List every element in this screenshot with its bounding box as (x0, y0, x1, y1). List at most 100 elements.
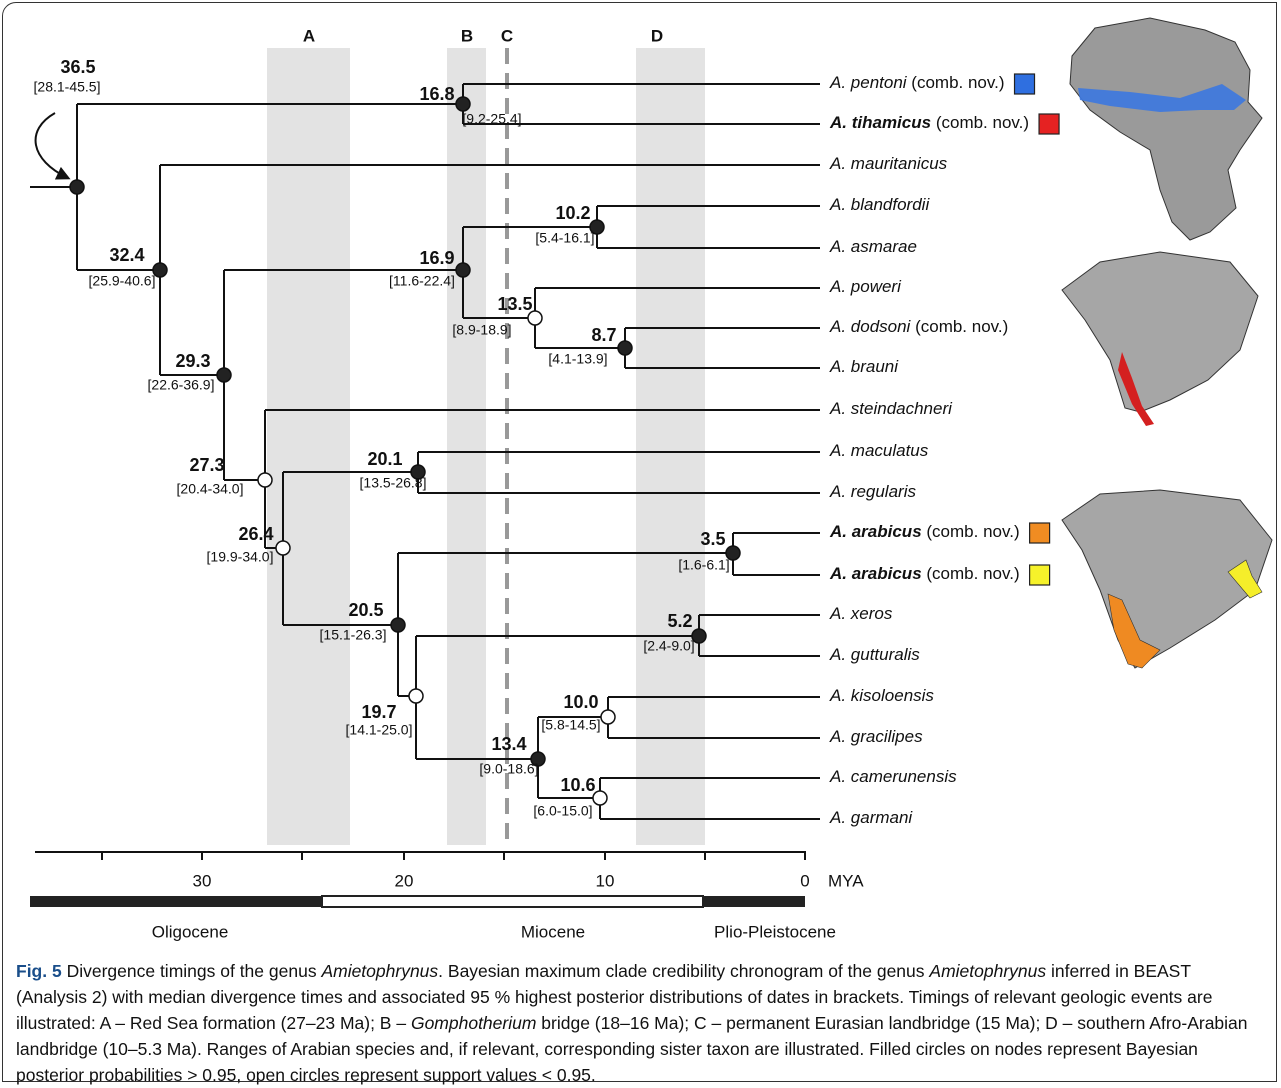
epoch-bar (703, 896, 805, 907)
taxon-name: A. blandfordii (829, 195, 930, 214)
root-arrow (36, 113, 68, 178)
caption-run: Fig. 5 (16, 961, 62, 981)
node-hpd: [11.6-22.4] (389, 273, 455, 289)
taxon-name: A. asmarae (829, 237, 917, 256)
node-age: 20.5 (348, 600, 383, 620)
node-filled (456, 263, 470, 277)
taxon-name: A. gracilipes (829, 727, 923, 746)
event-band (447, 48, 486, 845)
taxon-name: A. arabicus (829, 522, 922, 541)
node-age: 20.1 (367, 449, 402, 469)
taxon-name: A. tihamicus (829, 113, 931, 132)
axis-unit: MYA (828, 871, 864, 890)
node-age: 13.5 (497, 294, 532, 314)
taxon-label: A. gutturalis (829, 645, 920, 664)
band-label: A (303, 26, 315, 45)
event-bands: ABCD (267, 26, 705, 845)
node-age: 5.2 (667, 611, 692, 631)
taxon-name: A. gutturalis (829, 645, 920, 664)
taxon-label: A. gracilipes (829, 727, 923, 746)
node-age: 8.7 (591, 325, 616, 345)
node-open (276, 541, 290, 555)
taxon-label: A. asmarae (829, 237, 917, 256)
taxon-note: (comb. nov.) (915, 317, 1008, 336)
node-age: 3.5 (700, 529, 725, 549)
epoch-label: Miocene (521, 922, 585, 941)
caption-run: Divergence timings of the genus (62, 961, 322, 981)
taxon-label: A. arabicus (comb. nov.) (829, 522, 1020, 541)
caption-run: Amietophrynus (929, 961, 1046, 981)
node-open (258, 473, 272, 487)
node-filled (217, 368, 231, 382)
arabia-map-1 (1062, 252, 1258, 412)
event-band (636, 48, 705, 845)
node-hpd: [9.0-18.6] (479, 761, 538, 777)
taxon-label: A. maculatus (829, 441, 929, 460)
node-age: 27.3 (189, 455, 224, 475)
taxon-label: A. pentoni (comb. nov.) (829, 73, 1005, 92)
node-hpd: [8.9-18.9] (452, 322, 511, 338)
taxon-name: A. pentoni (829, 73, 908, 92)
node-hpd: [6.0-15.0] (533, 803, 592, 819)
taxon-label: A. arabicus (comb. nov.) (829, 564, 1020, 583)
taxon-label: A. mauritanicus (829, 154, 948, 173)
node-age: 26.4 (238, 524, 273, 544)
node-age: 10.0 (563, 692, 598, 712)
node-age: 36.5 (60, 57, 95, 77)
node-age: 13.4 (491, 734, 526, 754)
node-filled (70, 180, 84, 194)
axis-tick-label: 30 (193, 871, 212, 890)
taxon-name: A. regularis (829, 482, 916, 501)
taxon-label: A. regularis (829, 482, 916, 501)
taxon-name: A. dodsoni (829, 317, 912, 336)
node-hpd: [13.5-26.8] (360, 475, 427, 491)
band-label: D (651, 26, 663, 45)
node-hpd: [14.1-25.0] (346, 722, 413, 738)
node-open (409, 689, 423, 703)
taxon-name: A. poweri (829, 277, 902, 296)
node-hpd: [15.1-26.3] (320, 627, 387, 643)
node-hpd: [2.4-9.0] (643, 638, 694, 654)
taxon-name: A. mauritanicus (829, 154, 948, 173)
taxon-name: A. camerunensis (829, 767, 957, 786)
taxon-note: (comb. nov.) (936, 113, 1029, 132)
taxon-label: A. tihamicus (comb. nov.) (829, 113, 1029, 132)
range-color (1015, 74, 1035, 94)
node-hpd: [28.1-45.5] (34, 79, 101, 95)
node-age: 10.2 (555, 203, 590, 223)
taxon-name: A. brauni (829, 357, 899, 376)
band-label: C (501, 26, 513, 45)
taxon-name: A. arabicus (829, 564, 922, 583)
taxon-note: (comb. nov.) (926, 564, 1019, 583)
epoch-bar (322, 896, 703, 907)
node-open (601, 710, 615, 724)
epoch-label: Plio-Pleistocene (714, 922, 836, 941)
taxon-name: A. xeros (829, 604, 893, 623)
axis-tick-label: 0 (800, 871, 809, 890)
node-filled (391, 618, 405, 632)
node-age: 32.4 (109, 245, 144, 265)
node-age: 19.7 (361, 702, 396, 722)
node-filled (618, 341, 632, 355)
taxon-name: A. kisoloensis (829, 686, 934, 705)
node-age: 10.6 (560, 775, 595, 795)
taxon-label: A. xeros (829, 604, 893, 623)
node-hpd: [20.4-34.0] (177, 481, 244, 497)
taxon-label: A. kisoloensis (829, 686, 934, 705)
tree: 36.5[28.1-45.5]16.8[9.2-25.4]32.4[25.9-4… (30, 57, 1059, 828)
taxon-note: (comb. nov.) (911, 73, 1004, 92)
caption: Fig. 5 Divergence timings of the genus A… (16, 958, 1266, 1088)
axis-tick-label: 20 (395, 871, 414, 890)
taxon-label: A. dodsoni (comb. nov.) (829, 317, 1008, 336)
node-age: 16.9 (419, 248, 454, 268)
node-age: 29.3 (175, 351, 210, 371)
range-color (1030, 565, 1050, 585)
node-hpd: [19.9-34.0] (207, 549, 274, 565)
taxon-label: A. poweri (829, 277, 902, 296)
range-color (1030, 523, 1050, 543)
node-hpd: [4.1-13.9] (548, 351, 607, 367)
caption-run: . Bayesian maximum clade credibility chr… (438, 961, 929, 981)
node-hpd: [5.4-16.1] (535, 230, 594, 246)
node-hpd: [1.6-6.1] (678, 557, 729, 573)
